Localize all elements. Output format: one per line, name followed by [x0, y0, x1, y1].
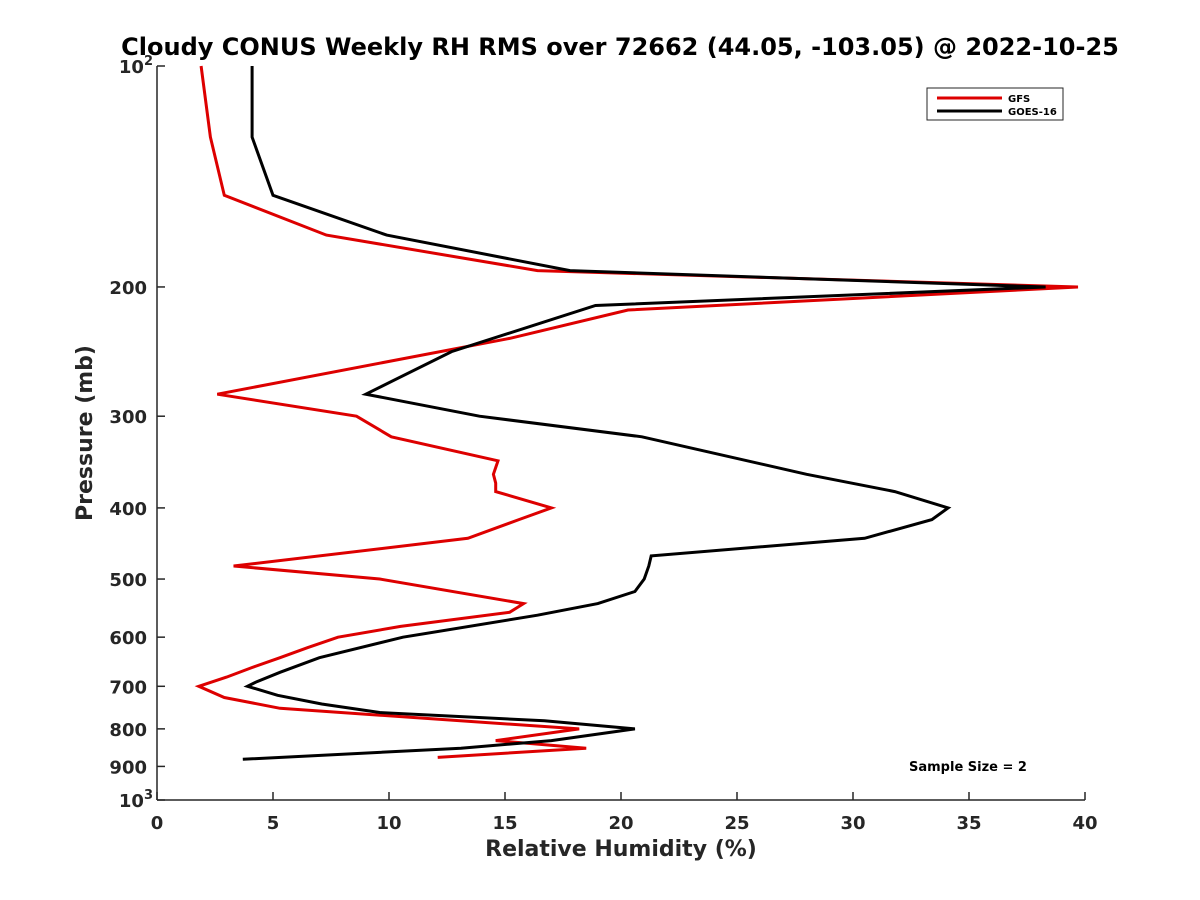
y-tick-label: 900: [109, 757, 147, 778]
series-line-gfs: [194, 65, 1079, 759]
y-tick-label: 800: [109, 720, 147, 741]
x-tick-label: 30: [840, 813, 865, 834]
y-tick-label: 200: [109, 278, 147, 299]
x-tick-label: 5: [267, 813, 280, 834]
y-tick-label: 700: [109, 677, 147, 698]
x-tick-label: 35: [956, 813, 981, 834]
x-tick-label: 20: [608, 813, 633, 834]
sample-size-annotation: Sample Size = 2: [909, 760, 1027, 775]
legend: GFS GOES-16: [926, 87, 1064, 121]
x-tick-label: 10: [376, 813, 401, 834]
y-tick-label: 600: [109, 628, 147, 649]
y-tick-label: 102: [119, 54, 153, 78]
x-axis-label: Relative Humidity (%): [485, 837, 757, 862]
legend-label-gfs: GFS: [1008, 94, 1030, 105]
y-tick-label: 300: [109, 407, 147, 428]
y-tick-label: 400: [109, 499, 147, 520]
y-tick-label: 103: [119, 788, 153, 812]
series-layer: [194, 65, 1079, 761]
x-tick-label: 40: [1072, 813, 1097, 834]
y-axis-ticks: 102 200 300 400 500 600 700 800 900 103: [109, 54, 165, 812]
x-axis-ticks: 0 5 10 15 20 25 30 35 40: [151, 792, 1098, 834]
y-tick-label: 500: [109, 570, 147, 591]
x-tick-label: 25: [724, 813, 749, 834]
x-tick-label: 0: [151, 813, 164, 834]
legend-label-goes-16: GOES-16: [1008, 107, 1057, 118]
legend-box: [926, 87, 1064, 121]
series-line-goes-16: [242, 66, 1046, 761]
chart-title: Cloudy CONUS Weekly RH RMS over 72662 (4…: [121, 33, 1119, 61]
y-axis-label: Pressure (mb): [73, 345, 98, 521]
x-tick-label: 15: [492, 813, 517, 834]
